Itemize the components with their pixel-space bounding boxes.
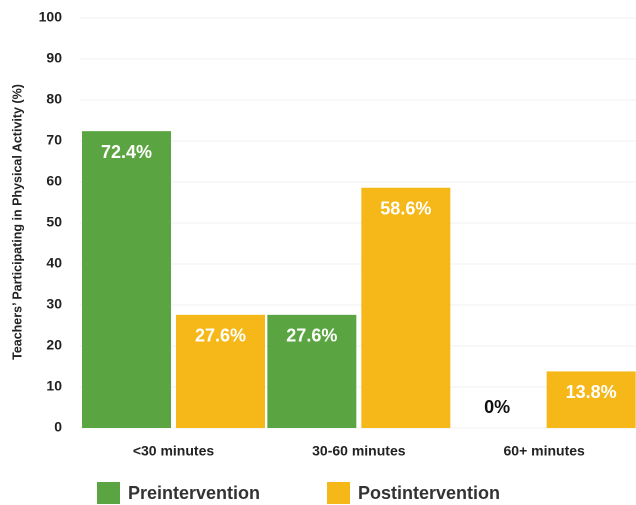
legend-swatch: [97, 482, 120, 504]
y-tick-label: 70: [46, 132, 62, 148]
data-label: 27.6%: [286, 326, 337, 346]
data-label: 58.6%: [380, 198, 431, 218]
data-label: 72.4%: [101, 142, 152, 162]
y-tick-label: 20: [46, 337, 62, 353]
y-tick-label: 40: [46, 255, 62, 271]
data-label: 27.6%: [195, 326, 246, 346]
y-axis-title: Teachers’ Participating in Physical Acti…: [10, 84, 24, 360]
y-tick-label: 0: [54, 419, 62, 435]
legend-label: Postintervention: [358, 483, 500, 503]
bar: [82, 131, 171, 428]
y-tick-label: 10: [46, 378, 62, 394]
y-tick-label: 90: [46, 50, 62, 66]
y-tick-label: 100: [39, 9, 63, 25]
bar: [267, 314, 357, 428]
bar: [546, 371, 636, 428]
y-tick-label: 60: [46, 173, 62, 189]
x-tick-label: 30-60 minutes: [312, 443, 406, 459]
x-tick-label: <30 minutes: [133, 443, 215, 459]
y-tick-label: 80: [46, 91, 62, 107]
x-tick-label: 60+ minutes: [504, 443, 586, 459]
bar: [176, 314, 265, 428]
legend-swatch: [327, 482, 350, 504]
bar: [361, 187, 451, 428]
data-label: 13.8%: [566, 382, 617, 402]
legend-label: Preintervention: [128, 483, 260, 503]
y-tick-label: 50: [46, 214, 62, 230]
data-label: 0%: [484, 397, 510, 417]
y-tick-label: 30: [46, 296, 62, 312]
